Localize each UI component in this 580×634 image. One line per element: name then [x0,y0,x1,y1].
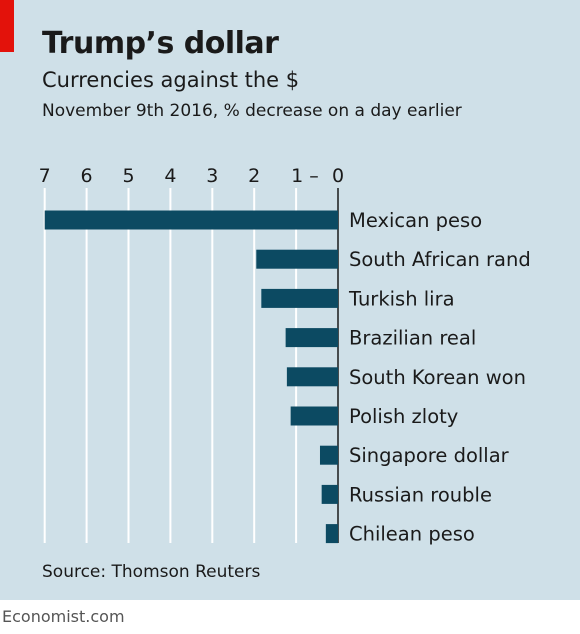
bar-south-african-rand [256,249,338,269]
chart-subtitle: Currencies against the $ [42,68,300,92]
category-label: Brazilian real [349,327,476,350]
category-labels: Mexican peso South African rand Turkish li… [348,209,531,546]
economist-footer: Economist.com [2,607,125,626]
source-note: Source: Thomson Reuters [42,562,261,582]
x-tick-label: 3 [206,165,218,187]
bar-south-korean-won [286,367,338,387]
category-label: Singapore dollar [349,444,510,467]
x-tick-label: 6 [81,165,93,187]
bar-turkish-lira [261,288,338,308]
chart-title: Trump’s dollar [42,26,279,61]
bar-brazilian-real [285,328,338,348]
bar-polish-zloty [290,406,338,426]
category-label: Turkish lira [348,287,455,310]
bar-russian-rouble [321,484,338,504]
grid-lines [43,188,339,543]
x-tick-label: 7 [39,165,51,187]
bar-singapore-dollar [319,445,338,465]
x-tick-label: 2 [248,165,260,187]
category-label: Russian rouble [349,483,492,506]
bars [44,210,338,544]
bar-chart: 7 6 5 4 3 2 1 – 0 Mexican peso South African ran… [39,165,531,546]
bar-mexican-peso [44,210,338,230]
x-tick-label: 4 [164,165,176,187]
x-tick-label: 0 [332,165,344,187]
chart-note: November 9th 2016, % decrease on a day e… [42,101,462,121]
x-tick-label: 5 [122,165,134,187]
x-tick-label: 1 – [291,165,319,187]
category-label: Chilean peso [349,523,475,546]
category-label: South African rand [349,248,531,271]
bar-chilean-peso [325,524,338,544]
x-tick-labels: 7 6 5 4 3 2 1 – 0 [39,165,344,187]
category-label: Mexican peso [349,209,482,232]
red-accent-tab [0,0,14,52]
category-label: Polish zloty [349,405,458,428]
category-label: South Korean won [349,366,526,389]
